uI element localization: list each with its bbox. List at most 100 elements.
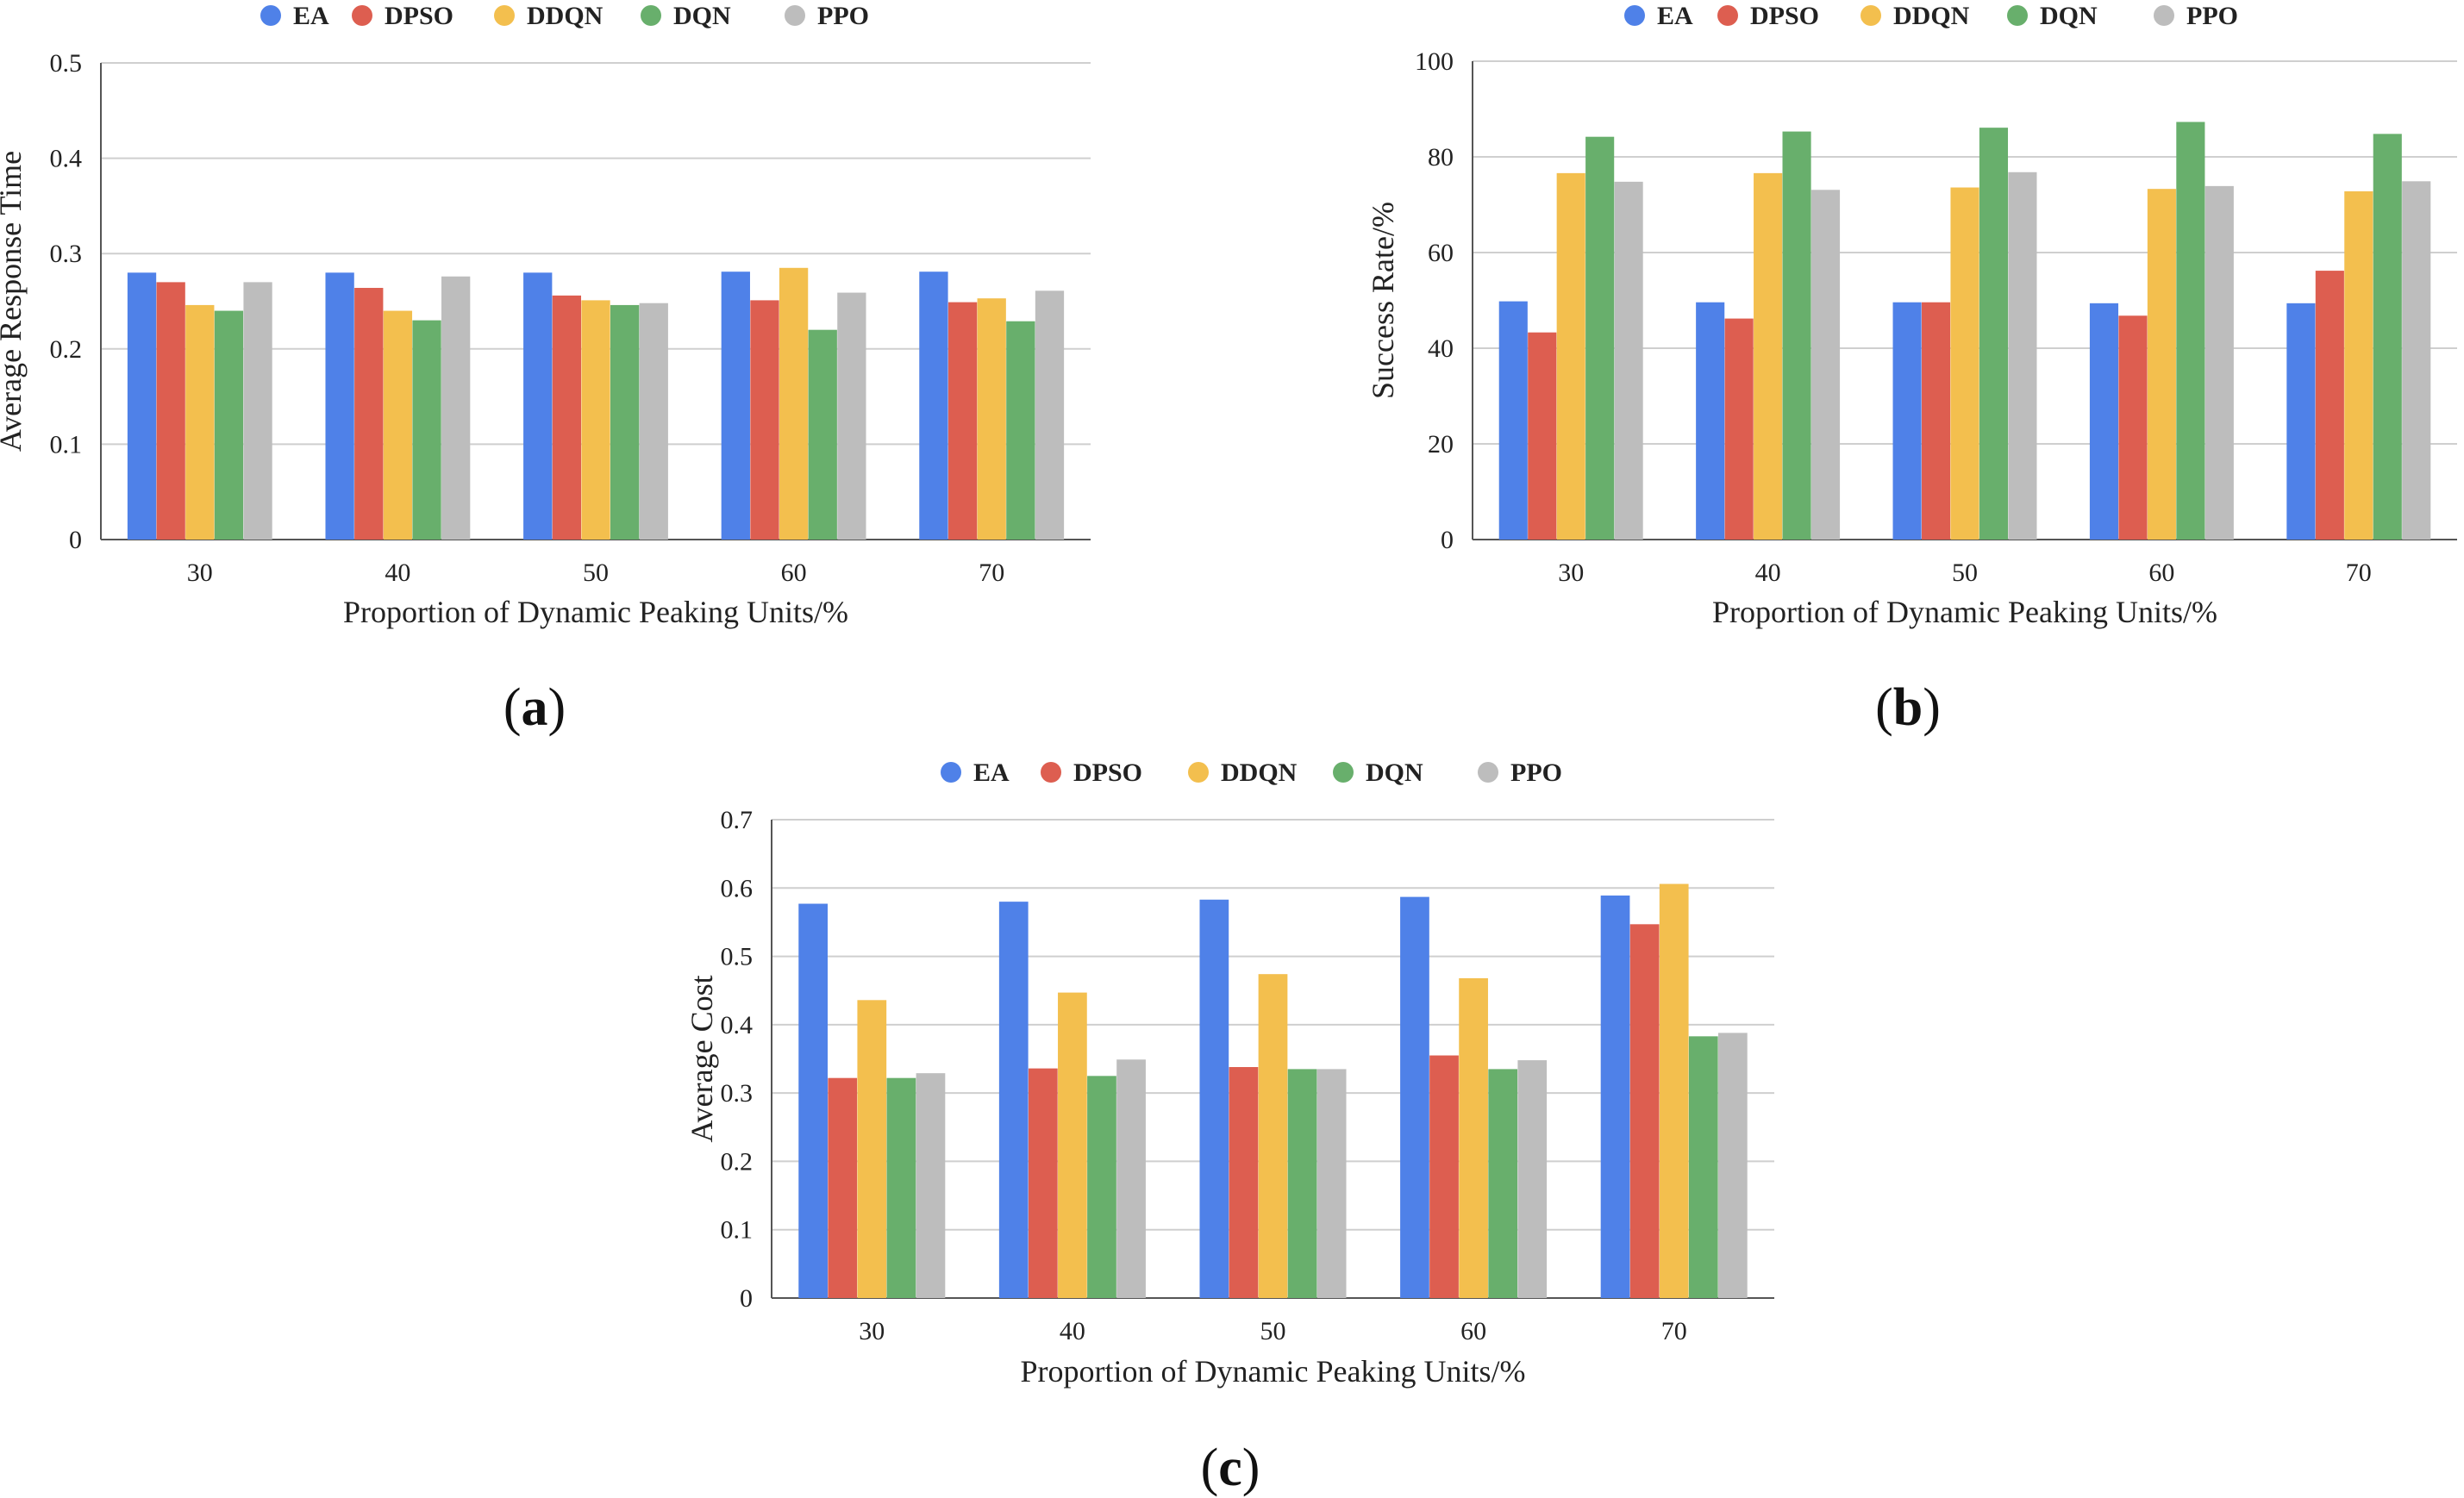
x-tick-label: 60 xyxy=(781,559,807,587)
bar-ppo-60 xyxy=(2205,186,2234,540)
bar-dqn-60 xyxy=(2176,122,2204,540)
legend-label-dpso: DPSO xyxy=(1073,758,1142,787)
bar-dpso-40 xyxy=(1725,319,1754,540)
bar-dpso-60 xyxy=(1429,1056,1459,1298)
bar-ddqn-30 xyxy=(1557,173,1585,540)
y-tick-label: 0.3 xyxy=(50,240,83,268)
bar-dqn-60 xyxy=(809,330,837,540)
y-tick-label: 0.2 xyxy=(721,1147,754,1176)
bar-ddqn-60 xyxy=(1459,978,1488,1298)
x-tick-label: 40 xyxy=(385,559,410,587)
x-tick-label: 30 xyxy=(859,1317,885,1345)
legend-label-ddqn: DDQN xyxy=(1893,2,1970,30)
y-tick-label: 0.4 xyxy=(50,145,83,173)
legend-label-dqn: DQN xyxy=(673,2,731,30)
bar-dpso-40 xyxy=(354,288,383,540)
legend-marker-ppo xyxy=(2154,5,2174,26)
y-tick-label: 0.1 xyxy=(50,430,83,459)
bar-ppo-40 xyxy=(441,277,470,540)
legend-marker-dpso xyxy=(1717,5,1738,26)
y-tick-label: 0 xyxy=(69,526,82,554)
y-tick-label: 0 xyxy=(740,1284,753,1313)
x-tick-label: 40 xyxy=(1755,559,1781,587)
bar-dqn-50 xyxy=(610,305,639,540)
legend-marker-ea xyxy=(260,5,281,26)
y-tick-label: 80 xyxy=(1428,143,1454,172)
legend-label-ddqn: DDQN xyxy=(1221,758,1298,787)
bar-dpso-30 xyxy=(828,1078,857,1298)
bar-dqn-50 xyxy=(1288,1069,1317,1298)
bar-ea-30 xyxy=(128,272,156,540)
y-tick-label: 0.4 xyxy=(721,1011,754,1039)
chart-panel-c: 0 0.1 0.2 0.3 0.4 0.5 0.6 0.7 30 40 50 60 70 EA DPSO DD… xyxy=(672,755,1793,1498)
bar-ppo-50 xyxy=(2008,172,2036,540)
bar-ddqn-30 xyxy=(185,305,214,540)
legend-marker-dqn xyxy=(1333,762,1354,783)
bar-dqn-70 xyxy=(2373,134,2402,540)
y-tick-label: 0.1 xyxy=(721,1216,754,1245)
bar-ddqn-70 xyxy=(2344,191,2373,540)
y-tick-label: 0.5 xyxy=(50,49,83,78)
bar-ppo-40 xyxy=(1811,190,1840,540)
bar-dqn-70 xyxy=(1006,321,1035,540)
legend-marker-dpso xyxy=(1041,762,1061,783)
legend-marker-ppo xyxy=(785,5,805,26)
x-tick-label: 30 xyxy=(1558,559,1584,587)
legend-label-ea: EA xyxy=(293,2,329,30)
bar-ea-50 xyxy=(1199,900,1229,1298)
legend-marker-ea xyxy=(1624,5,1645,26)
bar-ea-50 xyxy=(1893,303,1922,540)
y-tick-label: 100 xyxy=(1415,47,1454,76)
bar-ppo-30 xyxy=(243,282,272,540)
bar-ppo-60 xyxy=(1517,1060,1547,1298)
bar-dpso-30 xyxy=(157,282,185,540)
bar-dpso-50 xyxy=(1922,303,1950,540)
bar-ea-60 xyxy=(1400,897,1429,1298)
panel-label: (a) xyxy=(503,678,566,737)
panel-label: (b) xyxy=(1875,678,1941,737)
bar-ea-50 xyxy=(523,272,552,540)
y-axis-title: Average Cost xyxy=(685,975,719,1142)
bar-dpso-50 xyxy=(553,296,581,540)
legend-label-dpso: DPSO xyxy=(385,2,453,30)
bar-ppo-30 xyxy=(1615,182,1643,540)
y-tick-label: 0.3 xyxy=(721,1079,754,1108)
chart-panel-b: 0 20 40 60 80 100 30 40 50 60 70 EA DPSO DDQN DQN PPO Pr… xyxy=(1345,0,2464,741)
legend-marker-ddqn xyxy=(1188,762,1209,783)
bar-ppo-70 xyxy=(1718,1033,1748,1298)
bar-ddqn-50 xyxy=(581,300,610,540)
bar-ppo-70 xyxy=(1035,290,1064,540)
bar-ea-70 xyxy=(1601,896,1630,1298)
bar-dqn-40 xyxy=(412,321,441,540)
bar-ppo-60 xyxy=(837,293,866,540)
panel-label-letter: c xyxy=(1218,1439,1242,1497)
legend-label-ppo: PPO xyxy=(1510,758,1562,787)
y-tick-label: 0.5 xyxy=(721,943,754,971)
legend-label-dpso: DPSO xyxy=(1750,2,1819,30)
x-tick-label: 40 xyxy=(1060,1317,1085,1345)
bar-ddqn-40 xyxy=(1754,173,1782,540)
y-tick-label: 0.7 xyxy=(721,806,754,834)
panel-label-letter: a xyxy=(522,678,548,737)
legend-label-dqn: DQN xyxy=(2040,2,2098,30)
bar-ddqn-40 xyxy=(384,311,412,540)
bar-ddqn-60 xyxy=(779,268,808,540)
bar-ppo-30 xyxy=(916,1073,946,1298)
chart-panel-a: 0 0.1 0.2 0.3 0.4 0.5 30 40 50 60 70 EA DPSO DDQN DQN P… xyxy=(0,0,1121,741)
bar-ea-40 xyxy=(999,902,1029,1298)
bar-ddqn-40 xyxy=(1058,993,1087,1298)
bar-ppo-40 xyxy=(1116,1059,1146,1298)
legend-marker-dqn xyxy=(2007,5,2028,26)
bar-ddqn-60 xyxy=(2148,189,2176,540)
legend-marker-dpso xyxy=(352,5,372,26)
bar-dqn-70 xyxy=(1689,1036,1718,1298)
bar-dpso-40 xyxy=(1029,1069,1058,1298)
bar-ea-40 xyxy=(325,272,353,540)
panel-label-letter: b xyxy=(1893,678,1923,737)
bar-ddqn-50 xyxy=(1259,974,1288,1298)
bar-ddqn-30 xyxy=(857,1000,886,1298)
x-tick-label: 50 xyxy=(1952,559,1978,587)
bar-dpso-70 xyxy=(948,303,977,540)
x-tick-label: 50 xyxy=(1260,1317,1286,1345)
y-axis-title: Average Response Time xyxy=(0,151,28,452)
